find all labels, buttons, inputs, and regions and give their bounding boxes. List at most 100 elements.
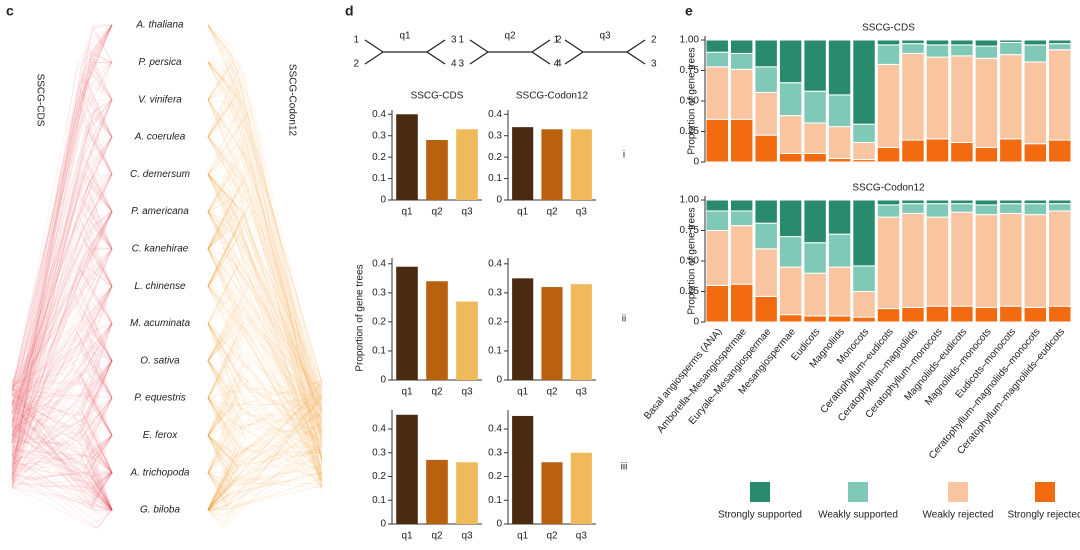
tree-edge xyxy=(11,24,113,406)
tree-edge xyxy=(207,396,323,436)
tree-edge xyxy=(207,323,323,478)
tree-edge xyxy=(207,24,323,483)
tree-edge xyxy=(11,211,113,415)
tree-edge xyxy=(11,455,113,511)
bar-segment xyxy=(705,118,729,163)
tree-edge xyxy=(11,360,113,482)
tree-edge xyxy=(11,136,113,435)
tree-edge xyxy=(207,485,323,511)
tree-edge xyxy=(11,435,113,474)
tree-edge xyxy=(11,99,113,465)
bar-segment xyxy=(974,306,999,323)
tree-edge xyxy=(207,285,323,477)
tree-edge xyxy=(11,433,113,474)
tree-edge xyxy=(11,323,113,436)
bar-segment xyxy=(1048,305,1072,323)
tree-edge xyxy=(207,173,323,445)
bar-segment xyxy=(950,55,974,143)
tree-edge xyxy=(207,435,323,511)
bar-segment xyxy=(876,199,901,206)
tree-edge xyxy=(11,323,113,480)
tree-edge xyxy=(207,472,323,511)
tree-edge xyxy=(207,211,323,483)
tree-edge xyxy=(207,390,323,527)
tree-edge xyxy=(11,360,113,442)
tree-edge xyxy=(207,472,323,511)
topology-name: q1 xyxy=(399,31,411,42)
tree-edge xyxy=(207,323,323,473)
tree-edge xyxy=(11,136,113,478)
tree-edge xyxy=(11,24,113,453)
tree-edge xyxy=(11,323,113,487)
tree-edge xyxy=(207,425,323,511)
tree-edge xyxy=(207,441,323,516)
tree-edge xyxy=(207,211,323,461)
bar-segment xyxy=(705,39,729,53)
tree-edge xyxy=(207,62,323,384)
tree-edge xyxy=(207,136,323,400)
tree-edge xyxy=(11,360,113,466)
bar-segment xyxy=(1023,44,1048,63)
bar xyxy=(456,129,478,200)
tree-edge xyxy=(207,211,323,414)
bar xyxy=(570,452,592,524)
tree-edge xyxy=(11,397,113,511)
y-tick-label: 0.50 xyxy=(680,96,700,107)
tree-edge xyxy=(11,384,113,473)
y-tick-label: 0.1 xyxy=(372,346,386,357)
tree-edge xyxy=(11,99,113,427)
tree-edge xyxy=(11,360,113,482)
tree-edge xyxy=(207,360,323,399)
tree-edge xyxy=(207,62,323,459)
tree-edge xyxy=(207,360,323,511)
tree-edge xyxy=(207,61,323,405)
tree-edge xyxy=(207,360,323,473)
bar-segment xyxy=(974,204,999,216)
tree-edge xyxy=(207,174,323,491)
tree-edge xyxy=(11,99,113,440)
tree-edge xyxy=(207,248,323,420)
tree-edge xyxy=(207,285,323,425)
tree-edge xyxy=(207,211,323,445)
x-tick-label: q1 xyxy=(401,387,413,398)
chart-title: SSCG-CDS xyxy=(411,91,464,102)
taxon-label: L. chinense xyxy=(134,281,186,292)
x-tick-label: q3 xyxy=(576,207,588,218)
tree-edge xyxy=(207,248,323,431)
bar-segment xyxy=(974,39,999,47)
tree-edge xyxy=(207,323,323,479)
y-tick-label: 0 xyxy=(496,375,502,386)
tree-edge xyxy=(11,428,113,474)
tree-edge xyxy=(11,24,113,424)
cloud-tree xyxy=(11,24,323,529)
bar-segment xyxy=(852,123,876,143)
tree-edge xyxy=(11,99,113,397)
tree-edge xyxy=(207,323,323,473)
bar xyxy=(541,287,563,380)
tree-edge xyxy=(207,402,323,511)
tree-edge xyxy=(207,435,323,511)
tree-edge xyxy=(11,24,113,444)
tree-edge xyxy=(11,211,113,405)
bar-segment xyxy=(901,203,925,214)
tree-edge xyxy=(11,99,113,432)
tree-edge xyxy=(207,435,323,511)
tree-edge xyxy=(11,360,113,511)
tree-edge xyxy=(11,360,113,473)
tree-edge xyxy=(207,323,323,473)
tree-edge xyxy=(11,360,113,491)
x-tick-label: q2 xyxy=(546,531,558,542)
bar-segment xyxy=(778,82,803,117)
tree-edge xyxy=(11,285,113,387)
tree-edge xyxy=(207,397,323,436)
tree-edge xyxy=(207,61,323,446)
bar-segment xyxy=(705,199,729,212)
tree-edge xyxy=(207,211,323,477)
bar-segment xyxy=(705,284,729,323)
tree-edge xyxy=(207,248,323,459)
tree-edge xyxy=(207,173,323,417)
tree-edge xyxy=(11,61,113,405)
bar-segment xyxy=(876,44,901,65)
tree-edge xyxy=(207,99,323,422)
tree-edge xyxy=(207,379,323,473)
